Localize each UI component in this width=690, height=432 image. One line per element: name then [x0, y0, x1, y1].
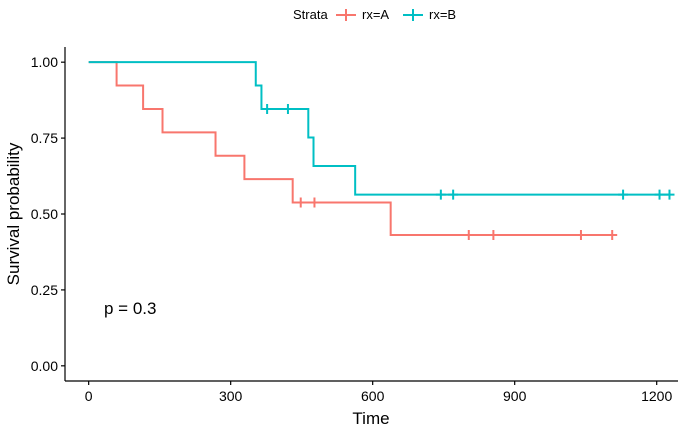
- censor-mark-rx-a: [463, 229, 474, 240]
- legend-key-marker-rx-a: [340, 9, 352, 21]
- y-ticks: 0.00 0.25 0.50 0.75 1.00: [31, 54, 65, 374]
- censor-mark-rx-a: [488, 229, 499, 240]
- censor-mark-rx-b: [282, 103, 293, 114]
- plot-panel: 0.00 0.25 0.50 0.75 1.00 0 300 600 900 1200: [31, 47, 678, 404]
- legend-item-rx-b: rx=B: [403, 7, 456, 22]
- p-value-annotation: p = 0.3: [104, 299, 156, 318]
- censor-mark-rx-a: [607, 229, 618, 240]
- censor-mark-rx-a: [295, 197, 306, 208]
- legend: Strata rx=A rx=B: [293, 7, 456, 22]
- y-tick-label: 0.75: [31, 130, 58, 146]
- censor-mark-rx-b: [654, 189, 665, 200]
- legend-label-rx-a: rx=A: [362, 7, 389, 22]
- legend-item-rx-a: rx=A: [336, 7, 389, 22]
- x-tick-label: 1200: [641, 388, 672, 404]
- y-tick-label: 1.00: [31, 54, 58, 70]
- y-tick-label: 0.00: [31, 358, 58, 374]
- censor-mark-rx-b: [262, 103, 273, 114]
- x-tick-label: 900: [503, 388, 527, 404]
- y-tick-label: 0.25: [31, 282, 58, 298]
- censor-mark-rx-b: [618, 189, 629, 200]
- y-tick-label: 0.50: [31, 206, 58, 222]
- y-axis-label: Survival probability: [4, 142, 23, 285]
- survival-curve-rx-a: [88, 61, 613, 236]
- censor-mark-rx-b: [435, 189, 446, 200]
- legend-label-rx-b: rx=B: [429, 7, 456, 22]
- series-layer: [88, 61, 675, 240]
- censor-mark-rx-a: [575, 229, 586, 240]
- x-tick-label: 300: [219, 388, 243, 404]
- legend-key-marker-rx-b: [407, 9, 419, 21]
- x-ticks: 0 300 600 900 1200: [85, 381, 672, 404]
- censor-mark-rx-a: [309, 197, 320, 208]
- x-axis-label: Time: [352, 409, 389, 428]
- censor-mark-rx-b: [664, 189, 675, 200]
- x-tick-label: 600: [361, 388, 385, 404]
- survival-curve-rx-b: [88, 61, 670, 196]
- legend-title: Strata: [293, 7, 328, 22]
- x-tick-label: 0: [85, 388, 93, 404]
- censor-mark-rx-b: [448, 189, 459, 200]
